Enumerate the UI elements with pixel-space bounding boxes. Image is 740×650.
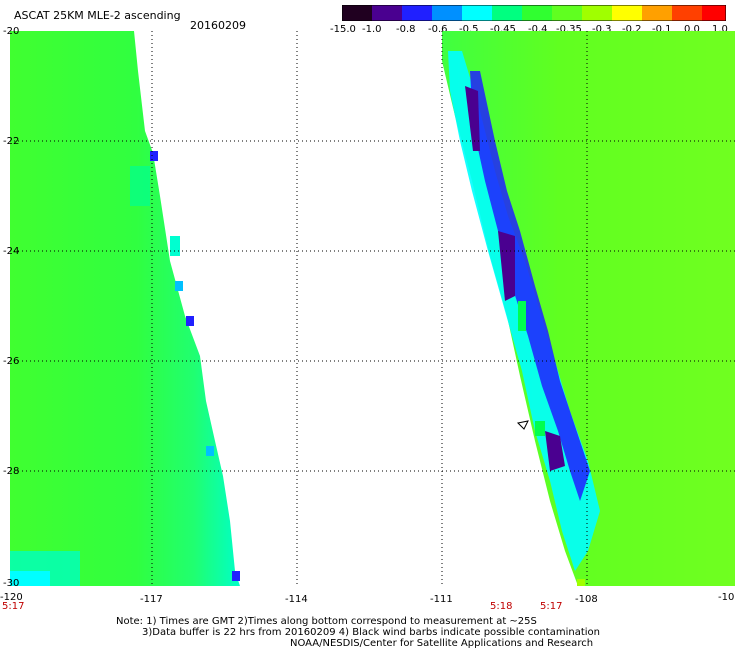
data-cell bbox=[150, 151, 158, 161]
note-line-1: Note: 1) Times are GMT 2)Times along bot… bbox=[116, 616, 537, 627]
colorbar-label: -1.0 bbox=[362, 24, 382, 35]
colorbar-seg-10 bbox=[642, 5, 672, 21]
colorbar-seg-0 bbox=[342, 5, 372, 21]
colorbar-seg-4 bbox=[462, 5, 492, 21]
colorbar-label: -0.1 bbox=[652, 24, 672, 35]
time-label: 5:17 bbox=[540, 601, 563, 612]
colorbar-label: 0.0 bbox=[684, 24, 700, 35]
colorbar-seg-11 bbox=[672, 5, 702, 21]
right-swath bbox=[442, 31, 735, 586]
colorbar-label: -15.0 bbox=[330, 24, 356, 35]
data-cell bbox=[130, 166, 150, 206]
wind-barb-marker bbox=[516, 420, 529, 430]
data-cell bbox=[10, 571, 50, 586]
product-date: 20160209 bbox=[190, 19, 246, 32]
colorbar-label: 1.0 bbox=[712, 24, 728, 35]
lat-label: -28 bbox=[3, 466, 20, 477]
colorbar-label: -0.45 bbox=[490, 24, 516, 35]
lat-label: -24 bbox=[3, 246, 20, 257]
lon-label: -117 bbox=[140, 594, 163, 605]
data-cell bbox=[535, 421, 545, 436]
lon-label: -120 bbox=[0, 592, 23, 603]
colorbar-seg-1 bbox=[372, 5, 402, 21]
lon-label: -111 bbox=[430, 594, 453, 605]
data-cell bbox=[206, 446, 214, 456]
colorbar-seg-9 bbox=[612, 5, 642, 21]
note-line-3: NOAA/NESDIS/Center for Satellite Applica… bbox=[290, 638, 594, 649]
lat-label: -26 bbox=[3, 356, 20, 367]
lat-label: -22 bbox=[3, 136, 20, 147]
data-cell bbox=[175, 281, 183, 291]
lon-label: -10 bbox=[718, 592, 735, 603]
lon-label: -114 bbox=[285, 594, 308, 605]
note-line-2: 3)Data buffer is 22 hrs from 20160209 4)… bbox=[142, 627, 600, 638]
colorbar-seg-5 bbox=[492, 5, 522, 21]
data-cell bbox=[170, 236, 180, 256]
colorbar-seg-3 bbox=[432, 5, 462, 21]
colorbar bbox=[342, 5, 726, 21]
colorbar-seg-2 bbox=[402, 5, 432, 21]
colorbar-label: -0.3 bbox=[592, 24, 612, 35]
graticule bbox=[10, 31, 735, 586]
time-label: 5:17 bbox=[2, 601, 25, 612]
colorbar-label: -0.35 bbox=[556, 24, 582, 35]
colorbar-label: -0.4 bbox=[528, 24, 548, 35]
colorbar-seg-6 bbox=[522, 5, 552, 21]
left-swath bbox=[10, 31, 240, 586]
colorbar-label: -0.6 bbox=[428, 24, 448, 35]
colorbar-label: -0.8 bbox=[396, 24, 416, 35]
data-cell bbox=[577, 579, 585, 586]
wind-map bbox=[10, 31, 735, 586]
time-label: 5:18 bbox=[490, 601, 513, 612]
colorbar-label: -0.5 bbox=[459, 24, 479, 35]
lon-label: -108 bbox=[575, 594, 598, 605]
colorbar-label: -0.2 bbox=[622, 24, 642, 35]
colorbar-seg-8 bbox=[582, 5, 612, 21]
data-cell bbox=[518, 301, 526, 331]
colorbar-seg-7 bbox=[552, 5, 582, 21]
data-cell bbox=[186, 316, 194, 326]
lat-label: -30 bbox=[3, 578, 20, 589]
colorbar-seg-12 bbox=[702, 5, 726, 21]
product-title: ASCAT 25KM MLE-2 ascending bbox=[14, 9, 181, 22]
lat-label: -20 bbox=[3, 26, 20, 37]
data-cell bbox=[232, 571, 240, 581]
